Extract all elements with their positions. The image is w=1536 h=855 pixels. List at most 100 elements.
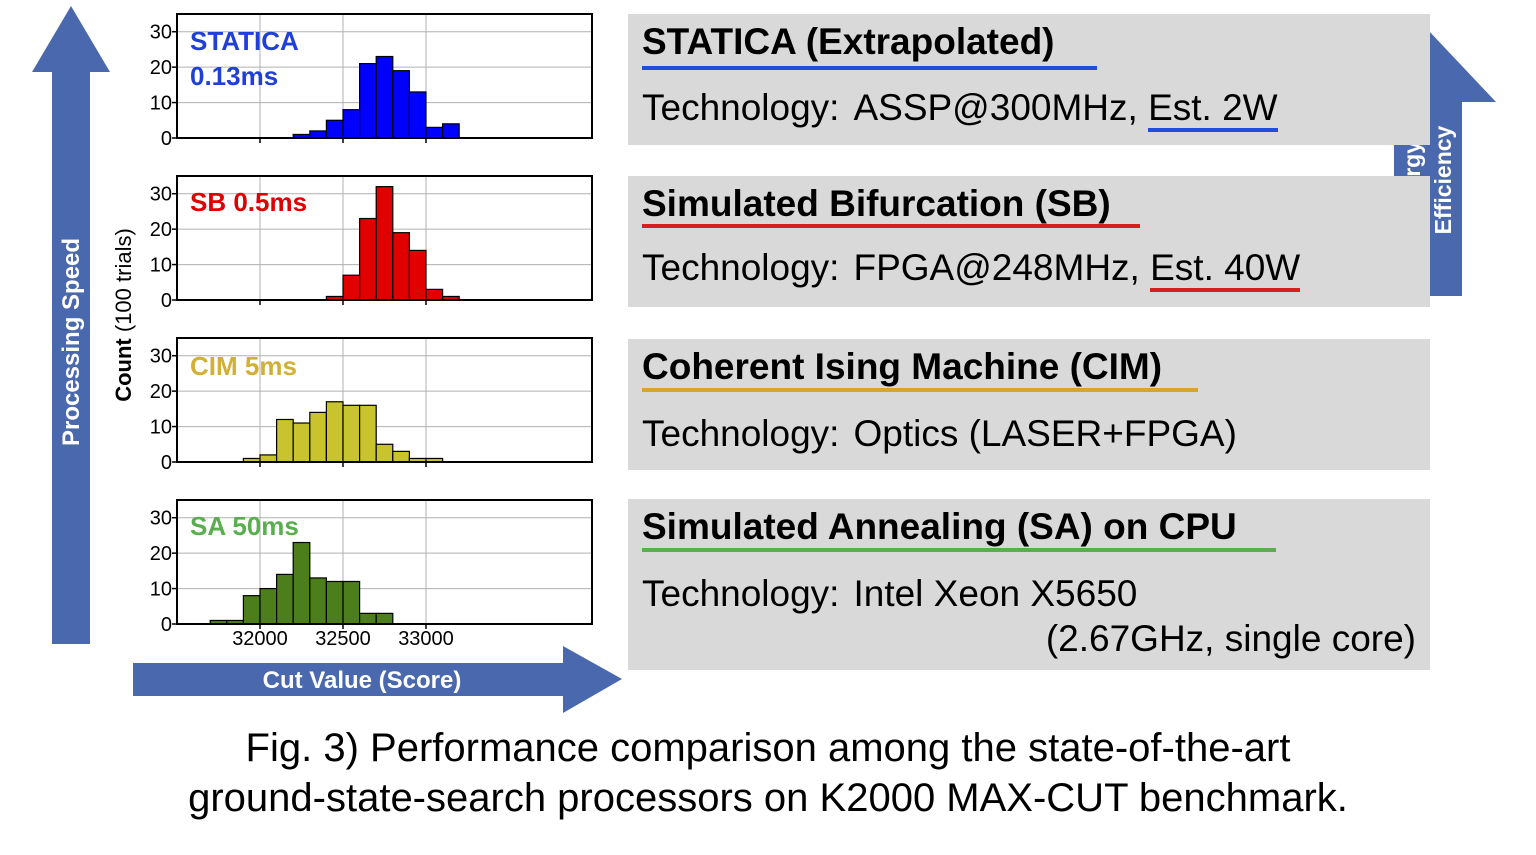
histogram-bar: [342, 109, 361, 139]
x-tick-label: 32500: [315, 628, 371, 650]
panel-statica-tech-label: Technology:: [642, 87, 840, 128]
panel-statica-title: STATICA (Extrapolated): [642, 21, 1055, 62]
panel-sb-title: Simulated Bifurcation (SB): [642, 183, 1111, 224]
efficiency-label: Efficiency: [1430, 125, 1456, 234]
histogram-bar: [342, 580, 361, 625]
histogram-bar: [325, 119, 344, 139]
y-tick-label: 0: [161, 290, 172, 312]
panel-sb-tech-power: Est. 40W: [1150, 248, 1301, 292]
histogram-bar: [359, 217, 377, 301]
caption-line-1: Fig. 3) Performance comparison among the…: [245, 726, 1291, 770]
histogram-frame: [176, 499, 593, 625]
panel-sa-title: Simulated Annealing (SA) on CPU: [642, 506, 1237, 547]
sa-label: SA 50ms: [190, 511, 299, 541]
histogram-bar: [276, 573, 294, 625]
y-tick-label: 30: [150, 184, 172, 206]
panel-cim-title: Coherent Ising Machine (CIM): [642, 346, 1163, 387]
processing-speed-label: Processing Speed: [58, 238, 85, 446]
cut-value-arrow: Cut Value (Score): [133, 646, 622, 713]
histogram-bar: [359, 612, 377, 625]
histogram-bar: [375, 612, 394, 625]
x-tick-label: 33000: [398, 628, 454, 650]
histogram-frame: [176, 337, 593, 463]
panel-sa-tech-label: Technology:: [642, 573, 840, 614]
count-axis-label: Count (100 trials): [111, 228, 136, 402]
histogram-bar: [309, 411, 327, 463]
y-tick-label: 20: [150, 543, 172, 565]
histogram-bar: [292, 422, 311, 463]
histogram-bar: [392, 232, 410, 301]
caption-line-2: ground-state-search processors on K2000 …: [188, 776, 1348, 820]
cut-value-label: Cut Value (Score): [263, 667, 462, 694]
panel-sb-tech: Technology: FPGA@248MHz, Est. 40W: [642, 246, 1301, 292]
y-tick-label: 30: [150, 22, 172, 44]
panel-cim-tech-value: Optics (LASER+FPGA): [853, 413, 1237, 454]
panel-statica-tech-power: Est. 2W: [1148, 88, 1278, 132]
processing-speed-arrow-shape: [32, 6, 110, 644]
histogram-bar: [276, 418, 294, 463]
histogram-bar: [375, 443, 394, 463]
processing-speed-arrow: Processing Speed: [32, 6, 110, 644]
panel-sb-tech-label: Technology:: [642, 247, 840, 288]
histogram-bar: [375, 186, 394, 301]
cim-label: CIM 5ms: [190, 351, 297, 381]
y-tick-label: 20: [150, 57, 172, 79]
histogram-bar: [442, 123, 460, 139]
histogram-bar: [425, 126, 444, 139]
x-tick-label: 32000: [232, 628, 288, 650]
histogram-bar: [325, 580, 344, 625]
histogram-bar: [359, 404, 377, 463]
statica-label: STATICA: [190, 26, 299, 56]
y-tick-label: 0: [161, 452, 172, 474]
histogram-bar: [309, 577, 327, 625]
histogram-bar: [408, 249, 427, 301]
panel-sa-tech: Technology: Intel Xeon X5650: [642, 572, 1137, 616]
histogram-bar: [309, 130, 327, 139]
histogram-bar: [392, 70, 410, 139]
y-tick-label: 10: [150, 255, 172, 277]
histogram-bar: [408, 91, 427, 139]
statica-time-label: 0.13ms: [190, 61, 278, 91]
panel-statica-tech-value: ASSP@300MHz,: [853, 87, 1149, 128]
panel-sb-tech-value: FPGA@248MHz,: [853, 247, 1151, 288]
panel-sb-title-underline: [642, 224, 1140, 228]
histogram-bar: [342, 274, 361, 301]
panel-statica-title-underline: [642, 66, 1097, 70]
histogram-bar: [292, 541, 311, 625]
count-label-rest: (100 trials): [111, 228, 136, 338]
histogram-frame: [176, 13, 593, 139]
panel-statica: STATICA (Extrapolated) Technology: ASSP@3…: [628, 14, 1430, 145]
histogram-statica: 0 10 20 30: [150, 13, 593, 150]
y-tick-label: 0: [161, 614, 172, 636]
y-tick-label: 30: [150, 346, 172, 368]
y-tick-label: 10: [150, 579, 172, 601]
y-tick-label: 20: [150, 219, 172, 241]
panel-cim-tech-label: Technology:: [642, 413, 840, 454]
y-tick-label: 20: [150, 381, 172, 403]
panel-cim: Coherent Ising Machine (CIM) Technology:…: [628, 339, 1430, 470]
histogram-frame: [176, 175, 593, 301]
panel-sa: Simulated Annealing (SA) on CPU Technolo…: [628, 499, 1430, 670]
histogram-bar: [392, 450, 410, 463]
panel-sa-tech-value: Intel Xeon X5650: [853, 573, 1138, 614]
cut-value-arrow-shape: [133, 646, 622, 713]
y-tick-label: 10: [150, 93, 172, 115]
histogram-bar: [425, 288, 444, 301]
panel-sa-tech-line2: (2.67GHz, single core): [1045, 618, 1416, 659]
sb-label: SB 0.5ms: [190, 187, 307, 217]
histogram-bar: [242, 595, 261, 625]
panel-sa-title-underline: [642, 548, 1276, 552]
histogram-bar: [259, 587, 278, 625]
histogram-bar: [342, 404, 361, 463]
histogram-cim: 0 10 20 30: [150, 337, 593, 474]
y-tick-label: 0: [161, 128, 172, 150]
panel-statica-tech: Technology: ASSP@300MHz, Est. 2W: [642, 86, 1278, 132]
histogram-bar: [375, 55, 394, 139]
histogram-bar: [325, 401, 344, 463]
histogram-bar: [359, 62, 377, 139]
panel-sb: Simulated Bifurcation (SB) Technology: FP…: [628, 176, 1430, 307]
panel-cim-tech: Technology: Optics (LASER+FPGA): [642, 412, 1237, 456]
histogram-sa: 0 10 20 30 32000 32500 33000: [150, 499, 593, 650]
histogram-sb: 0 10 20 30: [150, 175, 593, 312]
y-tick-label: 10: [150, 417, 172, 439]
